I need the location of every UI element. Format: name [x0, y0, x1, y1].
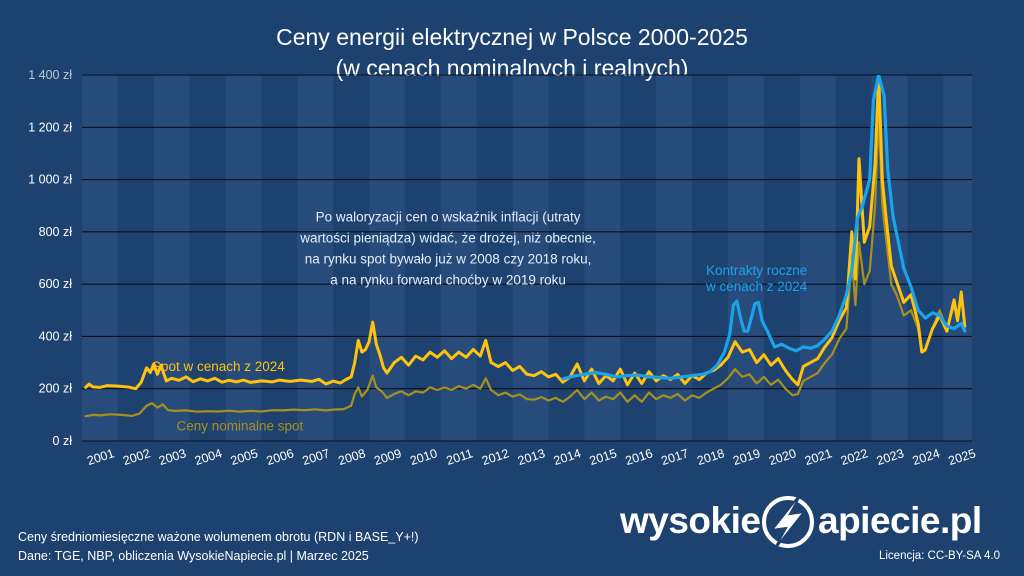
x-tick-label: 2008 [337, 446, 368, 468]
series-label: w cenach z 2024 [705, 279, 808, 294]
brand-logo: wysokie apiecie.pl [620, 486, 1000, 556]
x-tick-label: 2010 [408, 446, 439, 468]
y-tick-label: 1 000 zł [28, 173, 72, 187]
y-tick-label: 400 zł [39, 329, 73, 343]
y-tick-label: 0 zł [53, 434, 73, 448]
chart-title: Ceny energii elektrycznej w Polsce 2000-… [0, 22, 1024, 84]
x-tick-label: 2014 [552, 446, 583, 468]
x-tick-label: 2022 [839, 446, 870, 468]
lightning-bolt-icon [762, 491, 814, 551]
x-tick-label: 2019 [731, 446, 762, 468]
y-tick-label: 800 zł [39, 225, 73, 239]
x-tick-label: 2015 [588, 446, 619, 468]
license-text: Licencja: CC-BY-SA 4.0 [878, 550, 1000, 562]
series-label: Ceny nominalne spot [176, 419, 303, 434]
y-tick-label: 1 200 zł [28, 120, 72, 134]
x-tick-label: 2002 [121, 446, 152, 468]
year-band [512, 75, 549, 441]
x-tick-label: 2020 [767, 446, 798, 468]
series-line-0 [84, 113, 966, 418]
annotation-line: Po waloryzacji cen o wskaźnik inflacji (… [316, 209, 581, 224]
year-band [943, 75, 972, 441]
x-tick-label: 2005 [229, 446, 260, 468]
x-tick-label: 2021 [803, 446, 834, 468]
annotation-line: a na rynku forward choćby w 2019 roku [330, 272, 566, 287]
x-tick-label: 2024 [911, 446, 942, 468]
x-tick-label: 2013 [516, 446, 547, 468]
x-tick-label: 2012 [480, 446, 511, 468]
footer-notes: Ceny średniomiesięczne ważone wolumenem … [18, 528, 419, 566]
x-tick-label: 2009 [372, 446, 403, 468]
logo-text-part1: wysokie [620, 500, 761, 541]
series-group [84, 75, 967, 418]
y-tick-label: 200 zł [39, 382, 73, 396]
chart-title-line1: Ceny energii elektrycznej w Polsce 2000-… [276, 24, 748, 50]
year-band [440, 75, 477, 441]
year-band [656, 75, 693, 441]
x-tick-label: 2003 [157, 446, 188, 468]
x-tick-label: 2016 [624, 446, 655, 468]
series-label: Spot w cenach z 2024 [152, 359, 285, 374]
footer-line-2: Dane: TGE, NBP, obliczenia WysokieNapiec… [18, 549, 369, 563]
x-tick-label: 2018 [695, 446, 726, 468]
x-tick-label: 2017 [660, 446, 691, 468]
year-band [225, 75, 262, 441]
y-tick-label: 600 zł [39, 277, 73, 291]
x-tick-label: 2011 [445, 446, 475, 468]
year-band [82, 75, 118, 441]
x-tick-label: 2007 [301, 446, 332, 468]
series-line-2 [561, 75, 967, 381]
y-tick-label: 1 400 zł [28, 68, 72, 82]
x-tick-label: 2025 [947, 446, 978, 468]
year-band [799, 75, 836, 441]
x-tick-label: 2001 [85, 446, 116, 468]
series-label: Kontrakty roczne [706, 263, 807, 278]
year-band [153, 75, 190, 441]
x-tick-label: 2006 [265, 446, 296, 468]
x-tick-label: 2004 [193, 446, 224, 468]
footer-line-1: Ceny średniomiesięczne ważone wolumenem … [18, 530, 419, 544]
logo-text-part2: apiecie.pl [818, 500, 982, 541]
annotation-line: wartości pieniądza) widać, że drożej, ni… [299, 230, 596, 245]
annotation-line: na rynku spot bywało już w 2008 czy 2018… [305, 251, 592, 266]
x-tick-label: 2023 [875, 446, 906, 468]
year-band [727, 75, 764, 441]
